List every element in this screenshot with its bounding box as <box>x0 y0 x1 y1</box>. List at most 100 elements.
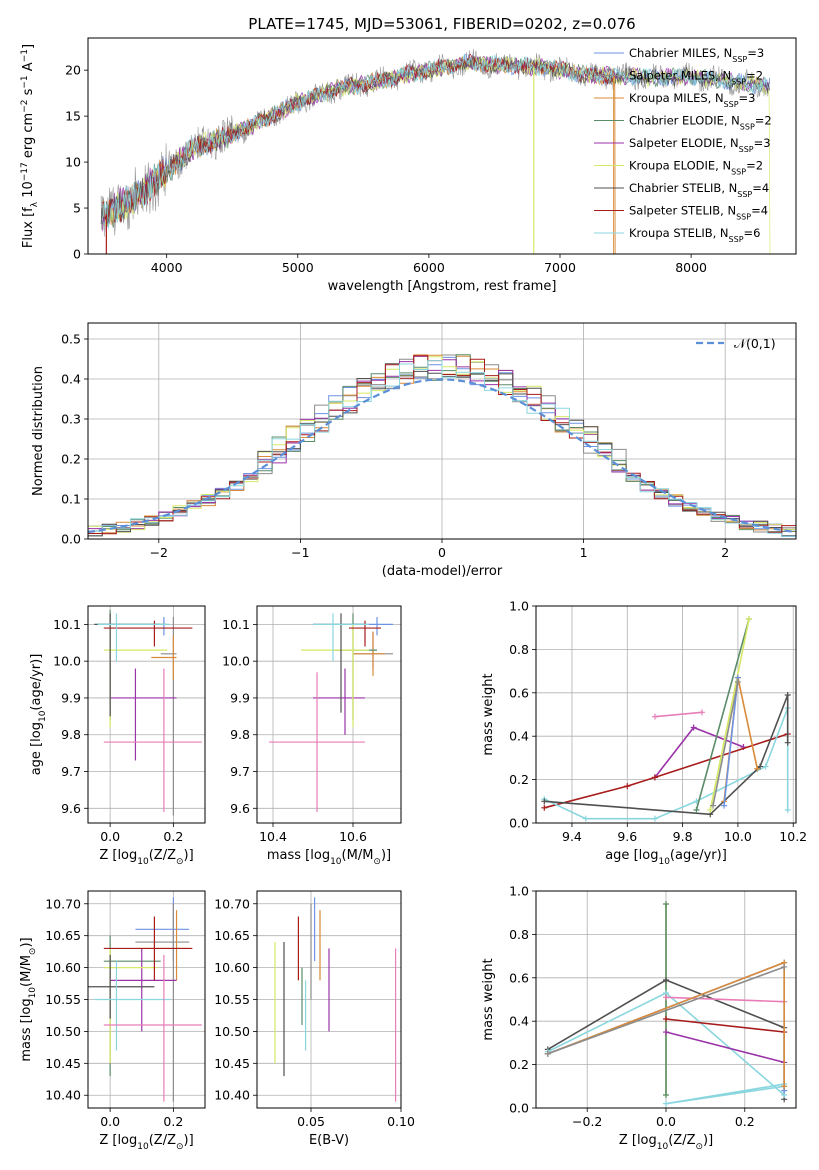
y-tick-label: 0.3 <box>61 412 81 427</box>
errorbar-point <box>160 617 177 816</box>
spectrum-line <box>103 55 771 254</box>
errorbar-point <box>103 916 193 981</box>
y-tick-label: 10.70 <box>45 896 81 911</box>
x-tick-label: 0.2 <box>735 1114 755 1129</box>
mass-weight-line <box>665 1031 785 1064</box>
y-axis-label: Normed distribution <box>31 366 46 496</box>
errorbar-point <box>94 613 161 717</box>
y-tick-label: 10.70 <box>214 896 250 911</box>
legend-entry: Chabrier ELODIE, NSSP=2 <box>629 114 772 132</box>
y-tick-label: 20 <box>65 63 81 78</box>
errorbar-point <box>110 668 177 761</box>
mass-weight-marker <box>541 798 548 805</box>
errorbar-point <box>313 613 369 662</box>
mass-weight-marker <box>663 901 669 908</box>
x-tick-label: 0.0 <box>100 829 120 844</box>
y-tick-label: 0.2 <box>509 772 529 787</box>
y-tick-label: 0.0 <box>61 532 81 547</box>
x-tick-label: 10.2 <box>779 829 807 844</box>
y-tick-label: 5 <box>73 201 81 216</box>
y-axis-label: mass weight <box>481 958 496 1040</box>
plot-area <box>544 901 788 1107</box>
mass-weight-marker <box>784 739 791 746</box>
errorbar-point <box>110 948 177 1032</box>
x-axis-label: wavelength [Angstrom, rest frame] <box>328 279 557 294</box>
y-tick-label: 0.6 <box>509 685 529 700</box>
legend-entry: Kroupa STELIB, NSSP=6 <box>629 226 760 244</box>
x-tick-label: 0 <box>438 545 446 560</box>
x-tick-label: 0.0 <box>656 1114 676 1129</box>
y-tick-label: 0.2 <box>61 452 81 467</box>
x-tick-label: 2 <box>721 545 729 560</box>
errorbar-point <box>97 609 168 721</box>
mass-weight-marker <box>754 765 761 772</box>
mass-weight-marker <box>541 804 548 811</box>
y-tick-label: 9.9 <box>61 690 81 705</box>
x-tick-label: 0.2 <box>163 1114 183 1129</box>
x-tick-label: 9.8 <box>673 829 693 844</box>
mass-weight-marker <box>651 774 658 781</box>
axes-frame <box>87 37 797 255</box>
y-tick-label: 9.8 <box>61 727 81 742</box>
mass-weight-line <box>544 694 789 816</box>
errorbar-point <box>135 903 190 1102</box>
y-tick-label: 10.45 <box>214 1056 250 1071</box>
mass-weight-marker <box>707 806 714 813</box>
x-axis-label: mass [log10(M/M⊙)] <box>267 848 391 867</box>
x-axis-label: Z [log10(Z/Z⊙)] <box>619 1133 713 1152</box>
x-tick-label: 10.0 <box>724 829 752 844</box>
errorbar-point <box>103 948 158 1064</box>
mass-weight-line <box>695 618 750 811</box>
legend-entry: Kroupa MILES, NSSP=3 <box>629 91 755 109</box>
x-tick-label: 9.4 <box>562 829 582 844</box>
y-tick-label: 9.7 <box>61 764 81 779</box>
age-vs-mass-axes: 10.4 10.6 9.6 9.7 9.8 9.9 10.0 10.1 mass [log10(… <box>222 605 402 867</box>
y-tick-label: 9.8 <box>230 727 250 742</box>
y-tick-label: 9.7 <box>230 764 250 779</box>
y-tick-label: 10.65 <box>214 928 250 943</box>
y-tick-label: 10.1 <box>53 617 81 632</box>
axes-frame <box>87 605 206 824</box>
mass-weight-marker <box>721 802 728 809</box>
mass-vs-z-axes: 0.0 0.2 10.40 10.45 10.50 10.55 10.60 10.65 10.7… <box>19 890 206 1152</box>
y-axis-label: age [log10(age/yr)] <box>29 654 48 776</box>
mass-weight-marker <box>663 1029 669 1036</box>
y-tick-label: 10.0 <box>53 654 81 669</box>
y-tick-label: 10.45 <box>45 1056 81 1071</box>
mass-weight-marker <box>693 806 700 813</box>
y-tick-label: 10.60 <box>45 960 81 975</box>
axes-frame <box>256 890 402 1109</box>
mass-weight-marker <box>698 709 705 716</box>
mass-weight-marker <box>663 994 669 1001</box>
y-tick-label: 0.8 <box>509 642 529 657</box>
x-tick-label: −2 <box>150 545 168 560</box>
errorbar-point <box>94 961 171 1051</box>
mass-weight-marker <box>663 1100 669 1107</box>
y-tick-label: 0.6 <box>509 970 529 985</box>
massweight-vs-z-axes: −0.2 0.0 0.2 0.0 0.2 0.4 0.6 0.8 1.0 Z [log10(Z/Z… <box>481 884 797 1152</box>
mass-weight-marker <box>624 783 631 790</box>
residual-histogram <box>88 360 796 539</box>
y-tick-label: 10.65 <box>45 928 81 943</box>
errorbar-point <box>103 954 202 1102</box>
normal-curve <box>88 378 796 534</box>
y-tick-label: 10.0 <box>222 654 250 669</box>
plot-area <box>100 48 771 254</box>
mass-weight-marker <box>544 1050 551 1057</box>
x-tick-label: 0.05 <box>297 1114 325 1129</box>
x-tick-label: 8000 <box>675 260 707 275</box>
x-tick-label: 10.6 <box>339 829 367 844</box>
mass-weight-marker <box>651 713 658 720</box>
mass-weight-marker <box>762 763 769 770</box>
errorbar-point <box>103 668 202 812</box>
x-tick-label: 7000 <box>544 260 576 275</box>
errorbar-point <box>97 613 171 662</box>
mass-weight-marker <box>690 724 697 731</box>
mass-weight-marker <box>784 806 791 813</box>
spectrum-axes: 4000 5000 6000 7000 8000 0 5 10 15 20 wavelength [… <box>20 37 797 294</box>
errorbar-point <box>103 935 161 1077</box>
x-axis-label: E(B-V) <box>309 1133 349 1148</box>
plot-area <box>94 609 202 816</box>
mass-weight-marker <box>663 1016 669 1023</box>
